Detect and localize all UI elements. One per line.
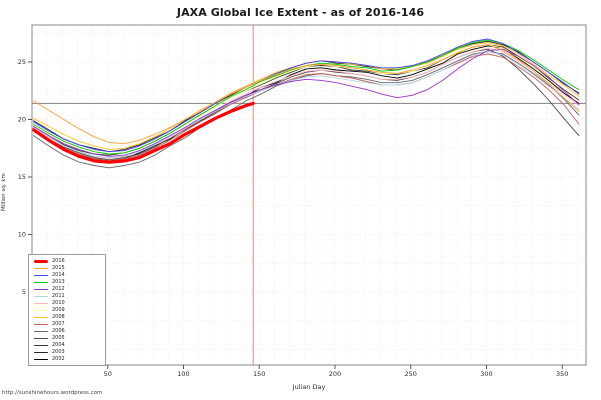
y-axis-label: Million sq. km	[1, 173, 7, 211]
series-line-2012	[33, 48, 580, 157]
series-line-2011	[33, 51, 580, 158]
legend-label-2007: 2007	[52, 321, 65, 327]
legend-label-2015: 2015	[52, 265, 65, 271]
legend-swatch-2011	[34, 296, 48, 297]
series-line-2016	[31, 101, 255, 164]
legend-swatch-2002	[34, 359, 48, 360]
legend-item-2013: 2013	[34, 279, 103, 286]
legend-item-2009: 2009	[34, 307, 103, 314]
legend-item-2007: 2007	[34, 321, 103, 328]
legend-item-2002: 2002	[34, 356, 103, 363]
legend-swatch-2016	[34, 260, 48, 263]
legend-label-2002: 2002	[52, 356, 65, 362]
y-tick-label: 20	[18, 116, 26, 124]
legend-item-2014: 2014	[34, 272, 103, 279]
y-tick-label: 5	[22, 288, 26, 296]
series-line-2009	[33, 44, 580, 155]
legend-label-2003: 2003	[52, 349, 65, 355]
legend-swatch-2007	[34, 324, 48, 325]
plot-box	[31, 24, 587, 366]
legend-swatch-2010	[34, 303, 48, 304]
legend-swatch-2013	[34, 282, 48, 283]
series-line-2007	[33, 53, 580, 162]
series-line-2008	[33, 42, 580, 150]
y-tick-label: 10	[18, 231, 26, 239]
legend-label-2014: 2014	[52, 272, 65, 278]
legend-label-2012: 2012	[52, 286, 65, 292]
legend-label-2009: 2009	[52, 307, 65, 313]
legend-swatch-2008	[34, 317, 48, 318]
legend-label-2011: 2011	[52, 293, 65, 299]
legend-swatch-2009	[34, 310, 48, 311]
legend-label-2010: 2010	[52, 300, 65, 306]
series-line-2013	[33, 39, 580, 155]
x-tick-label: 50	[104, 370, 112, 378]
legend-swatch-2012	[34, 289, 48, 290]
legend-swatch-2006	[34, 331, 48, 332]
legend-item-2005: 2005	[34, 335, 103, 342]
legend-item-2006: 2006	[34, 328, 103, 335]
chart-title: JAXA Global Ice Extent - as of 2016-146	[176, 6, 425, 19]
legend-item-2012: 2012	[34, 286, 103, 293]
legend-item-2010: 2010	[34, 300, 103, 307]
legend-item-2004: 2004	[34, 342, 103, 349]
y-tick-label: 15	[18, 173, 26, 181]
x-tick-label: 150	[253, 370, 265, 378]
series-line-2015	[33, 44, 580, 145]
x-tick-label: 250	[405, 370, 417, 378]
series-line-2005	[33, 48, 580, 161]
legend-item-2008: 2008	[34, 314, 103, 321]
x-tick-label: 200	[329, 370, 341, 378]
x-axis-label: Julian Day	[292, 383, 326, 391]
legend-item-2016: 2016	[34, 258, 103, 265]
x-tick-label: 300	[480, 370, 492, 378]
legend-swatch-2015	[34, 268, 48, 269]
series-line-2014	[33, 38, 580, 153]
legend-label-2006: 2006	[52, 328, 65, 334]
legend-label-2016: 2016	[52, 258, 65, 264]
series-line-2004	[33, 44, 580, 156]
chart-legend: 2016 2015 2014 2013 2012 2011 2010 2009 2008 2007…	[28, 254, 106, 366]
x-tick-label: 350	[556, 370, 568, 378]
legend-swatch-2005	[34, 338, 48, 339]
legend-label-2008: 2008	[52, 314, 65, 320]
legend-item-2003: 2003	[34, 349, 103, 356]
legend-swatch-2014	[34, 275, 48, 276]
legend-swatch-2003	[34, 352, 48, 353]
x-tick-label: 100	[177, 370, 189, 378]
legend-item-2011: 2011	[34, 293, 103, 300]
legend-swatch-2004	[34, 345, 48, 346]
series-line-2003	[33, 40, 580, 153]
legend-label-2005: 2005	[52, 335, 65, 341]
legend-label-2004: 2004	[52, 342, 65, 348]
legend-item-2015: 2015	[34, 265, 103, 272]
y-tick-label: 25	[18, 58, 26, 66]
legend-label-2013: 2013	[52, 279, 65, 285]
source-url: http://sunshinehours.wordpress.com	[2, 390, 103, 396]
